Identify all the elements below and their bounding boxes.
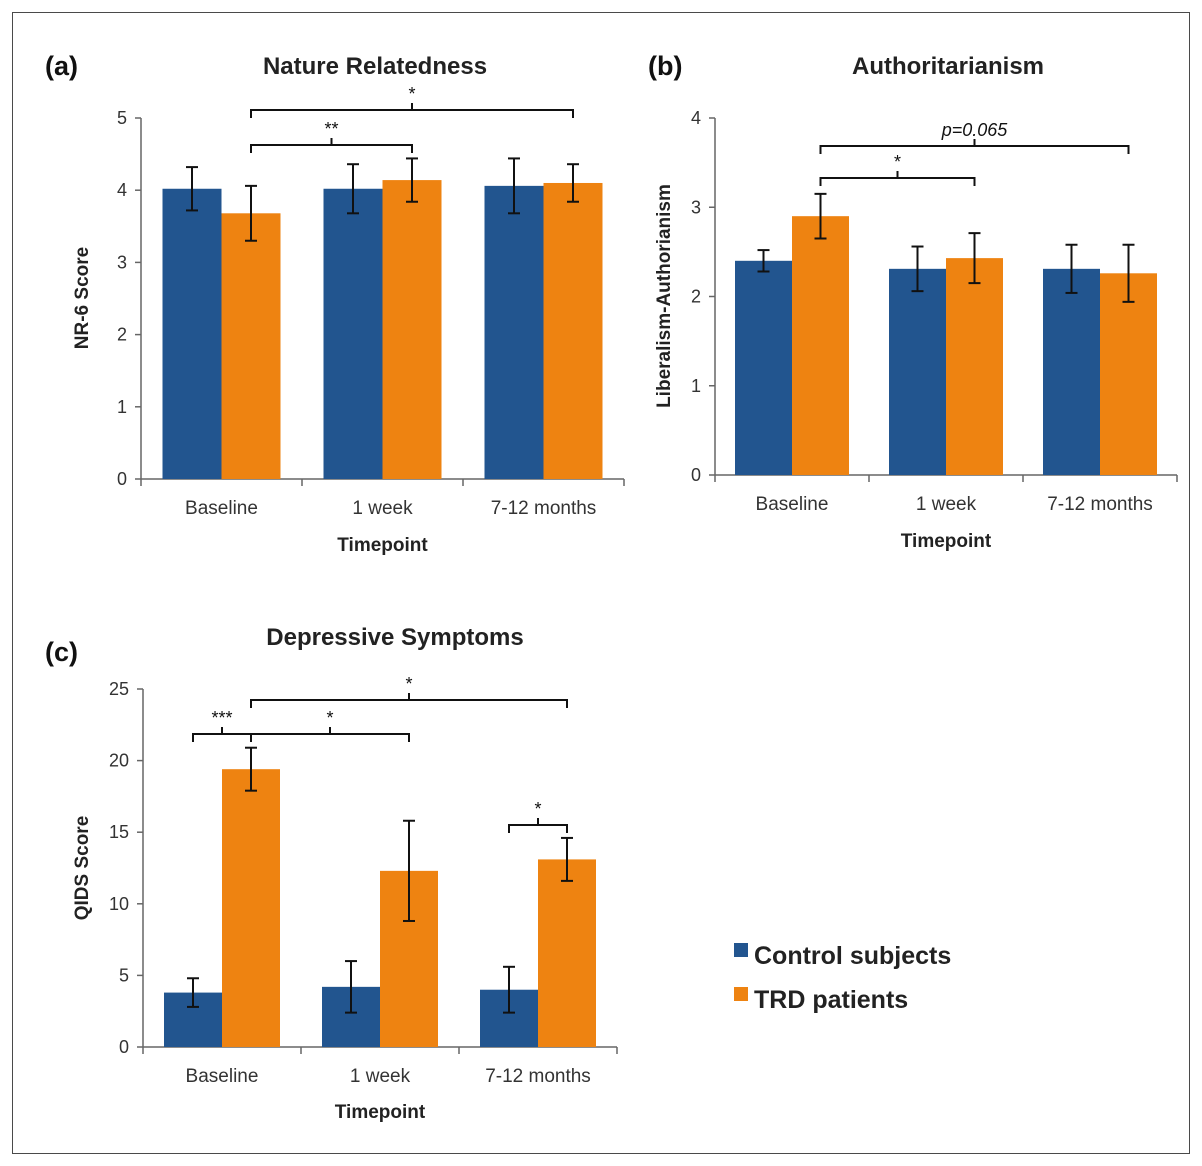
significance-bracket	[508, 824, 568, 833]
significance-label: *	[408, 84, 415, 104]
chart-title: Authoritarianism	[852, 53, 1044, 80]
bar	[382, 180, 442, 480]
y-tick-label: 4	[691, 108, 701, 128]
chart-title: Depressive Symptoms	[266, 624, 523, 651]
bar	[946, 258, 1003, 475]
bar	[221, 213, 281, 479]
y-axis-title: Liberalism-Authorianism	[654, 184, 675, 408]
significance-label: *	[894, 152, 901, 172]
x-tick-label: 1 week	[916, 494, 977, 515]
significance-bracket	[192, 733, 252, 742]
x-axis-title: Timepoint	[901, 531, 992, 552]
significance-bracket	[250, 144, 413, 153]
x-tick-label: Baseline	[756, 494, 829, 515]
bar	[543, 182, 603, 480]
bar	[735, 260, 792, 475]
chart-title: Nature Relatedness	[263, 53, 487, 80]
x-tick-label: 1 week	[352, 498, 413, 519]
panel-label: (c)	[45, 637, 78, 667]
x-tick-label: 7-12 months	[491, 498, 597, 519]
y-tick-label: 5	[117, 108, 127, 128]
significance-label: *	[534, 799, 541, 819]
y-tick-label: 25	[109, 679, 129, 699]
legend-label: Control subjects	[754, 942, 951, 970]
y-tick-label: 20	[109, 751, 129, 771]
bar	[484, 185, 544, 480]
bar	[538, 859, 596, 1047]
bar	[792, 216, 849, 476]
significance-label: p=0.065	[941, 120, 1009, 140]
x-tick-label: Baseline	[185, 498, 258, 519]
legend: Control subjects TRD patients	[734, 942, 951, 1014]
y-tick-label: 4	[117, 180, 127, 200]
significance-label: ***	[211, 708, 232, 728]
bar	[889, 268, 946, 475]
chart-panel-2: (c) Depressive Symptoms 0 5 10 15 20 25 Baseline…	[45, 624, 618, 1123]
y-tick-label: 1	[691, 376, 701, 396]
x-tick-label: 7-12 months	[1047, 494, 1153, 515]
x-tick-label: Baseline	[186, 1066, 259, 1087]
y-tick-label: 0	[117, 469, 127, 489]
significance-bracket	[819, 177, 976, 186]
y-tick-label: 15	[109, 822, 129, 842]
chart-panel-0: (a) Nature Relatedness 0 1 2 3 4 5 Baseline 1 wee…	[45, 51, 625, 556]
x-tick-label: 7-12 months	[485, 1066, 591, 1087]
y-tick-label: 10	[109, 894, 129, 914]
y-tick-label: 0	[119, 1037, 129, 1057]
panel-label: (a)	[45, 51, 78, 81]
significance-bracket	[819, 145, 1130, 154]
significance-label: *	[326, 708, 333, 728]
x-axis-title: Timepoint	[337, 535, 428, 556]
bar	[1100, 273, 1157, 475]
significance-bracket	[250, 109, 574, 118]
y-tick-label: 1	[117, 397, 127, 417]
bar	[323, 188, 383, 480]
y-tick-label: 3	[117, 252, 127, 272]
y-tick-label: 3	[691, 197, 701, 217]
x-tick-label: 1 week	[350, 1066, 411, 1087]
y-axis-title: QIDS Score	[72, 816, 93, 921]
significance-bracket	[250, 733, 410, 742]
bar	[162, 188, 222, 480]
legend-swatch	[734, 943, 748, 957]
bar	[222, 769, 280, 1047]
legend-label: TRD patients	[754, 986, 908, 1014]
chart-panel-1: (b) Authoritarianism 0 1 2 3 4 Baseline 1 week 7-…	[648, 51, 1178, 552]
y-axis-title: NR-6 Score	[72, 247, 93, 349]
y-tick-label: 2	[117, 325, 127, 345]
significance-bracket	[250, 699, 568, 708]
legend-swatch	[734, 987, 748, 1001]
x-axis-title: Timepoint	[335, 1102, 426, 1123]
y-tick-label: 2	[691, 287, 701, 307]
significance-label: *	[405, 674, 412, 694]
panel-label: (b)	[648, 51, 682, 81]
y-tick-label: 0	[691, 465, 701, 485]
y-tick-label: 5	[119, 965, 129, 985]
bar	[1043, 268, 1100, 475]
significance-label: **	[324, 119, 338, 139]
